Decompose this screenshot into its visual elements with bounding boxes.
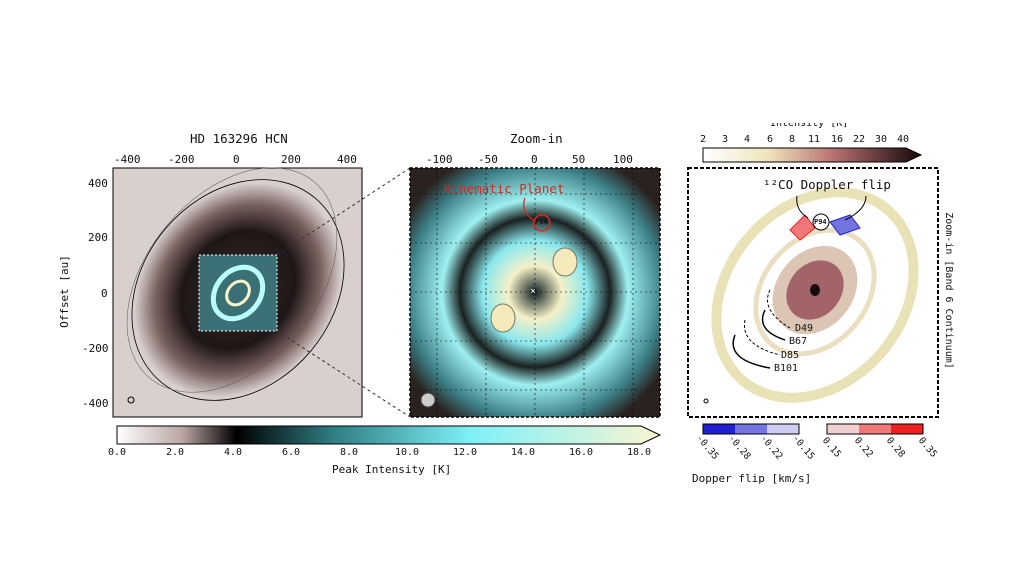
- ring-label-b67: B67: [789, 336, 808, 347]
- main-colorbar: [116, 425, 662, 445]
- svg-text:×: ×: [530, 286, 536, 297]
- cb-tick: 11: [808, 134, 821, 145]
- y-tick: -200: [82, 342, 109, 355]
- cb-tick: 4: [744, 134, 751, 145]
- middle-panel-title: Zoom-in: [510, 131, 563, 146]
- cb-tick: 10.0: [395, 447, 420, 458]
- doppler-colorbar-label: Dopper flip [km/s]: [692, 472, 812, 485]
- cb-tick: 8.0: [340, 447, 359, 458]
- cb-tick: 2.0: [166, 447, 185, 458]
- cb-tick: 6.0: [282, 447, 301, 458]
- doppler-flip-annotation: ¹²CO Doppler flip: [763, 177, 891, 192]
- cb-tick: 22: [853, 134, 866, 145]
- right-panel-image: [687, 147, 939, 418]
- x-tick: -100: [426, 153, 453, 166]
- x-tick: -200: [168, 153, 195, 166]
- x-tick: 200: [281, 153, 301, 166]
- red-color-segment: [859, 424, 891, 434]
- x-tick: 0: [531, 153, 538, 166]
- x-tick: -50: [478, 153, 498, 166]
- doppler-colorbar-red: [826, 423, 924, 435]
- cb-tick: 30: [875, 134, 888, 145]
- red-color-segment: [827, 424, 859, 434]
- planet-label: P94: [535, 218, 548, 226]
- y-tick: -400: [82, 397, 109, 410]
- blue-color-segment: [767, 424, 799, 434]
- x-tick: -400: [114, 153, 141, 166]
- y-tick: 0: [101, 287, 108, 300]
- ring-label-b101: B101: [774, 363, 799, 374]
- planet-label: P94: [814, 218, 827, 226]
- left-y-label: Offset [au]: [57, 255, 71, 328]
- blue-color-segment: [703, 424, 735, 434]
- cb-tick: 18.0: [627, 447, 652, 458]
- middle-panel-image: ×: [409, 167, 661, 418]
- cb-tick: 2: [700, 134, 707, 145]
- x-tick: 400: [337, 153, 357, 166]
- x-tick: 100: [613, 153, 633, 166]
- blue-color-segment: [735, 424, 767, 434]
- y-tick: 200: [88, 231, 108, 244]
- x-tick: 50: [572, 153, 586, 166]
- right-side-label: Zoom-in [Band 6 Continuum]: [942, 212, 954, 369]
- cb-tick: 3: [722, 134, 729, 145]
- cb-tick: 40: [897, 134, 910, 145]
- ring-label-d85: D85: [781, 350, 800, 361]
- cb-tick: 4.0: [224, 447, 243, 458]
- y-tick: 400: [88, 177, 108, 190]
- x-tick: 0: [233, 153, 240, 166]
- cb-tick: 14.0: [511, 447, 536, 458]
- red-color-segment: [891, 424, 923, 434]
- main-colorbar-label: Peak Intensity [K]: [332, 463, 452, 476]
- kinematic-planet-label: Kinematic Planet: [444, 181, 565, 196]
- left-panel-title: HD 163296 HCN: [190, 131, 288, 146]
- cb-tick: 12.0: [453, 447, 478, 458]
- intensity-colorbar-label: Intensity [K]: [770, 118, 849, 129]
- cb-tick: 6: [767, 134, 774, 145]
- cb-tick: 0.0: [108, 447, 127, 458]
- ring-label-d49: D49: [795, 323, 814, 334]
- cb-tick: 16.0: [569, 447, 594, 458]
- cb-tick: 8: [789, 134, 796, 145]
- cb-tick: 16: [831, 134, 844, 145]
- doppler-colorbar-blue: [702, 423, 800, 435]
- left-panel-image: [112, 167, 411, 418]
